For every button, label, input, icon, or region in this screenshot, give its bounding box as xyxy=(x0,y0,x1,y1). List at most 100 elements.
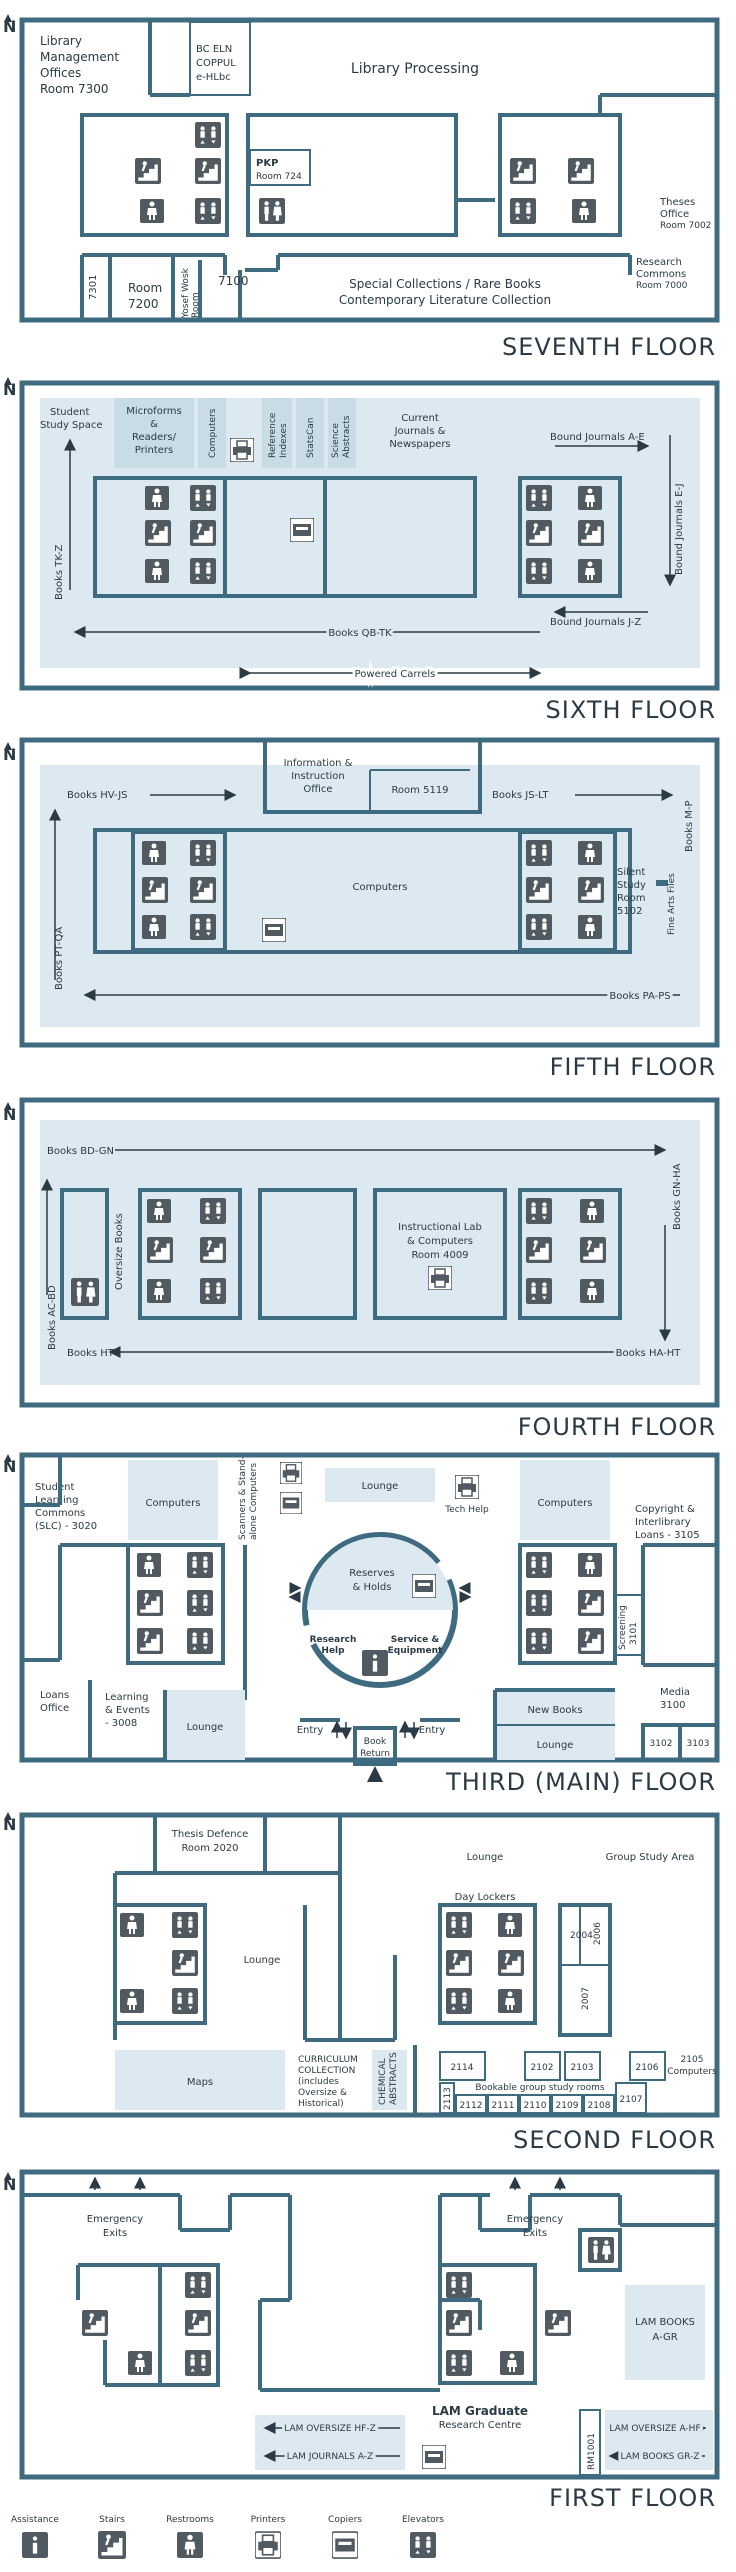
bound-journals-jz-label: Bound Journals J-Z xyxy=(550,617,641,628)
info-office-label-2: Instruction xyxy=(291,771,345,782)
reference-label: Reference xyxy=(268,412,278,458)
restroom-icon xyxy=(580,1279,604,1303)
indexes-label: Indexes xyxy=(279,423,289,458)
room-2107-label: 2107 xyxy=(620,2095,643,2105)
north-arrow-icon xyxy=(4,14,12,22)
book-return-label-1: Book xyxy=(364,1737,387,1747)
lmo-label-3: Offices xyxy=(40,66,81,80)
room-7301-label: 7301 xyxy=(88,275,99,300)
books-tkz-label: Books TK-Z xyxy=(54,544,65,600)
stairs-icon xyxy=(545,2310,571,2336)
room-5119-label: Room 5119 xyxy=(391,785,448,796)
floor-title: SECOND FLOOR xyxy=(513,2126,716,2154)
elevator-icon xyxy=(526,1552,552,1578)
abstracts-label: ABSTRACTS xyxy=(389,2052,399,2105)
silent-study-label-4: 5102 xyxy=(617,906,642,917)
restroom-icon xyxy=(137,1553,161,1577)
slc-label-4: (SLC) - 3020 xyxy=(35,1521,97,1532)
restroom-icon xyxy=(500,2351,524,2375)
elevator-icon xyxy=(190,558,216,584)
pkp-label: PKP xyxy=(256,158,278,169)
current-journals-label-2: Journals & xyxy=(394,426,446,437)
first-floor: N Emergency Exits Emergency Exits xyxy=(3,2169,720,2512)
emergency-exits-left-label-2: Exits xyxy=(103,2228,127,2239)
books-paps-label: Books PA-PS xyxy=(609,991,670,1002)
curriculum-label-2: COLLECTION xyxy=(298,2066,355,2076)
research-commons-label-2: Commons xyxy=(636,269,686,280)
stairs-icon xyxy=(185,2310,211,2336)
silent-study-label-1: Silent xyxy=(617,867,645,878)
service-equipment-label-2: Equipment xyxy=(388,1646,443,1656)
stairs-icon xyxy=(145,520,171,546)
thesis-defence-label-1: Thesis Defence xyxy=(171,1829,249,1840)
elevator-icon xyxy=(200,1198,226,1224)
north-arrow-icon xyxy=(4,1102,12,1110)
elevator-icon xyxy=(510,198,536,224)
statscan-label: StatsCan xyxy=(306,418,316,458)
north-arrow-icon xyxy=(4,1812,12,1820)
books-haht-label: Books HA-HT xyxy=(616,1348,682,1359)
room-2102-label: 2102 xyxy=(531,2063,554,2073)
room-7100-label: 7100 xyxy=(218,274,249,288)
oversize-books-label: Oversize Books xyxy=(114,1213,125,1290)
restroom-icon xyxy=(142,915,166,939)
stairs-icon xyxy=(446,1950,472,1976)
stairs-icon xyxy=(526,877,552,903)
lmo-label-4: Room 7300 xyxy=(40,82,109,96)
computers-label: Computers xyxy=(667,2067,717,2077)
room-2113-label: 2113 xyxy=(443,2087,453,2110)
room-2114-label: 2114 xyxy=(451,2063,474,2073)
emergency-exits-left-label-1: Emergency xyxy=(87,2214,143,2225)
silent-study-label-2: Study xyxy=(617,880,646,891)
bound-journals-ae-label: Bound Journals A-E xyxy=(550,432,645,443)
research-commons-label-3: Room 7000 xyxy=(636,281,688,291)
books-bdgn-label: Books BD-GN xyxy=(47,1146,114,1157)
stairs-icon xyxy=(578,1628,604,1654)
room-2106-label: 2106 xyxy=(636,2063,659,2073)
info-office-label-3: Office xyxy=(303,784,332,795)
stairs-icon xyxy=(578,1590,604,1616)
north-arrow-icon xyxy=(4,1454,12,1462)
stairs-icon xyxy=(526,520,552,546)
science-label: Science xyxy=(331,423,341,458)
books-gnha-label: Books GN-HA xyxy=(672,1163,683,1230)
lounge-top-label: Lounge xyxy=(362,1481,399,1492)
elevator-icon xyxy=(187,1590,213,1616)
microforms-label-4: Printers xyxy=(135,445,173,456)
elevator-icon xyxy=(446,1912,472,1938)
bound-journals-ej-label: Bound Journals E-J xyxy=(674,483,685,575)
elevator-icon xyxy=(526,1628,552,1654)
yosef-room-label: Room xyxy=(191,292,201,318)
silent-study-label-3: Room xyxy=(617,893,645,904)
books-acbd-label: Books AC-BD xyxy=(47,1285,58,1350)
stairs-icon xyxy=(568,158,594,184)
legend-label: Printers xyxy=(251,2515,286,2525)
floor-title: THIRD (MAIN) FLOOR xyxy=(445,1768,716,1796)
restroom-icon xyxy=(128,2351,152,2375)
entry-left-label: Entry xyxy=(297,1725,324,1736)
restroom-icon xyxy=(120,1989,144,2013)
legend-label: Elevators xyxy=(402,2515,444,2525)
floor-title: SEVENTH FLOOR xyxy=(502,333,716,361)
learning-events-label-1: Learning xyxy=(105,1692,148,1703)
floor-title: FIRST FLOOR xyxy=(549,2484,716,2512)
room-2108-label: 2108 xyxy=(588,2101,611,2111)
bc-eln-label: BC ELN xyxy=(196,44,232,55)
microforms-label-3: Readers/ xyxy=(132,432,177,443)
legend: Assistance Stairs Restrooms Printers Cop… xyxy=(11,2515,444,2560)
restroom-icon xyxy=(588,2237,614,2263)
room-2103-label: 2103 xyxy=(571,2063,594,2073)
elevator-icon xyxy=(526,1590,552,1616)
elevator-icon xyxy=(446,2272,472,2298)
restroom-icon xyxy=(578,915,602,939)
sixth-floor: N Student Study Space Microforms & Reade… xyxy=(3,377,720,724)
media-label-2: 3100 xyxy=(660,1700,685,1711)
copier-icon xyxy=(332,2531,358,2559)
lam-oversize-ahf-label: LAM OVERSIZE A-HF xyxy=(609,2424,700,2434)
stairs-icon xyxy=(142,877,168,903)
chemical-label: CHEMICAL xyxy=(378,2058,388,2105)
stairs-icon xyxy=(195,158,221,184)
day-lockers-label: Day Lockers xyxy=(455,1892,516,1903)
stairs-icon xyxy=(137,1628,163,1654)
elevator-icon xyxy=(185,2350,211,2376)
